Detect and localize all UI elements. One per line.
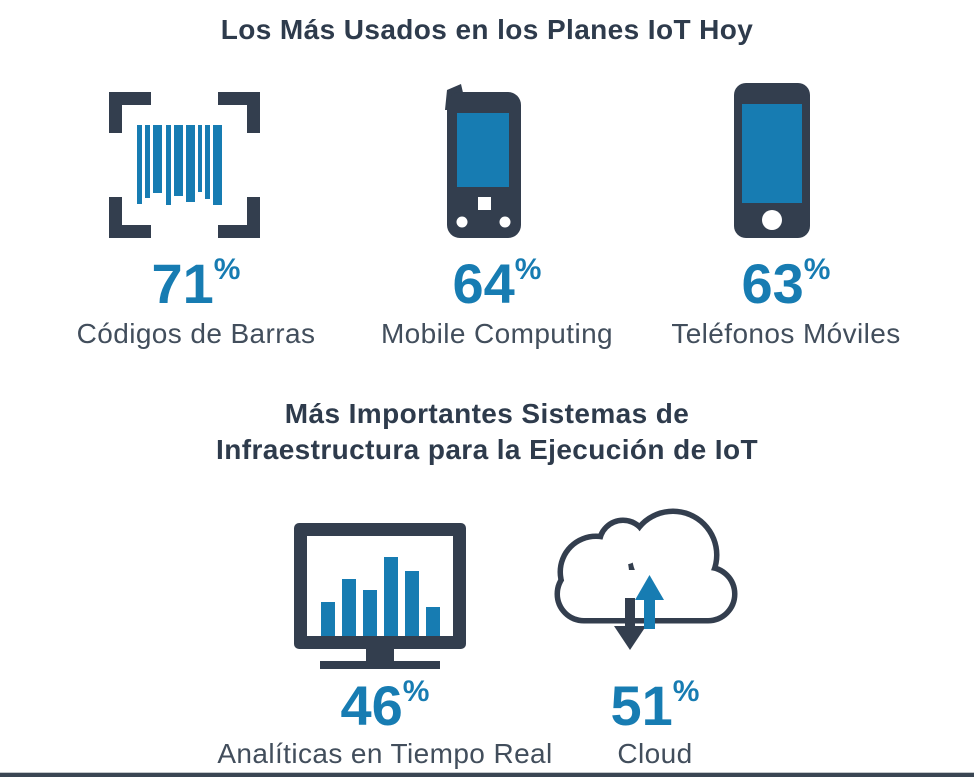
stat-cloud-value: 51% [610, 674, 700, 737]
download-arrow-icon [614, 598, 646, 650]
stat-cloud-label: Cloud [617, 738, 693, 769]
percent-sign: % [213, 253, 241, 286]
stat-mobile-phones-label: Teléfonos Móviles [671, 318, 901, 349]
cutoff-next-section-edge [0, 772, 974, 777]
section2-title: Más Importantes Sistemas de Infraestruct… [0, 396, 974, 468]
percent-sign: % [672, 675, 700, 708]
stat-analytics: 46% Analíticas en Tiempo Real [217, 496, 552, 770]
stat-barcodes: 71% Códigos de Barras [36, 80, 356, 350]
upload-arrow-icon [635, 575, 664, 629]
stat-analytics-label: Analíticas en Tiempo Real [217, 738, 553, 769]
section2-title-line2: Infraestructura para la Ejecución de IoT [216, 434, 758, 465]
stat-mobile-computing-value: 64% [452, 252, 542, 315]
section1-title: Los Más Usados en los Planes IoT Hoy [220, 14, 754, 45]
stat-mobile-computing-label: Mobile Computing [380, 318, 614, 349]
stat-mobile-phones-value: 63% [741, 252, 831, 315]
stat-analytics-value: 46% [340, 674, 430, 737]
percent-sign: % [803, 253, 831, 286]
stat-barcodes-label: Códigos de Barras [76, 318, 316, 349]
stat-mobile-phones: 63% Teléfonos Móviles [626, 80, 946, 350]
percent-sign: % [514, 253, 542, 286]
handheld-computer-icon [445, 84, 521, 238]
percent-sign: % [402, 675, 430, 708]
cloud-sync-icon [554, 508, 738, 650]
stat-cloud: 51% Cloud [540, 496, 770, 770]
analytics-monitor-icon [294, 523, 466, 669]
stat-barcodes-value: 71% [151, 252, 241, 315]
smartphone-icon [734, 83, 810, 238]
barcode-scanner-icon [108, 92, 260, 238]
section2-title-line1: Más Importantes Sistemas de [284, 398, 690, 429]
stat-mobile-computing: 64% Mobile Computing [337, 80, 657, 350]
